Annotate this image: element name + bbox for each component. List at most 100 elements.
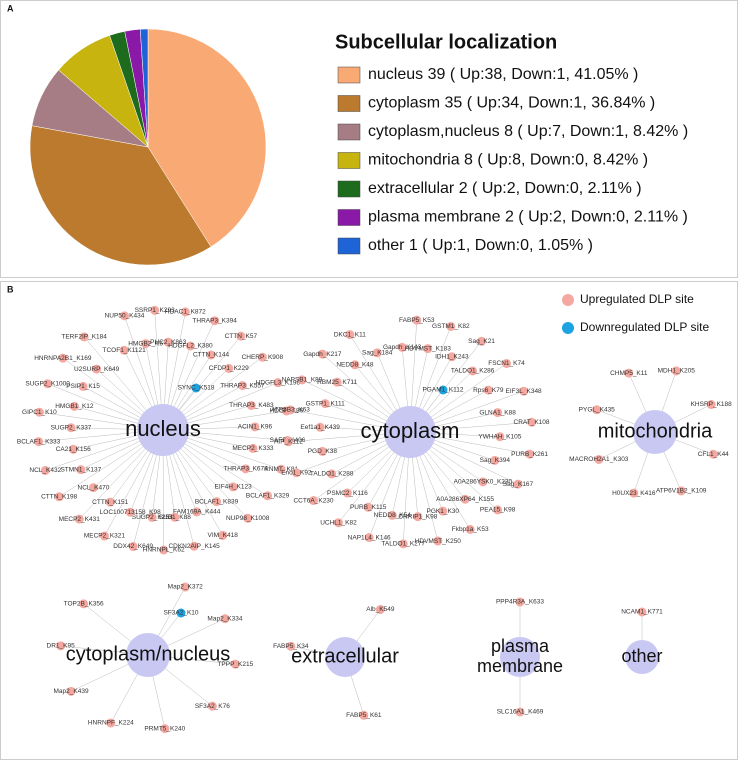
node xyxy=(263,491,273,501)
node xyxy=(706,400,716,410)
node xyxy=(477,336,487,346)
node xyxy=(58,353,68,363)
node xyxy=(119,345,129,355)
node-label: FABP5_K53 xyxy=(399,317,435,324)
node xyxy=(237,381,247,391)
node xyxy=(327,469,337,479)
node xyxy=(412,315,422,325)
node-label: ACIN1_K96 xyxy=(238,424,273,431)
node-label: Eef1a1_K439 xyxy=(300,424,340,431)
node xyxy=(490,455,500,465)
node-label: AIP_K112 xyxy=(274,438,303,445)
node xyxy=(163,337,173,347)
node-label: Sag_K394 xyxy=(480,457,511,464)
hub-label: membrane xyxy=(477,656,563,676)
node xyxy=(285,405,295,415)
legend-label: other 1 ( Up:1, Down:0, 1.05% ) xyxy=(368,237,593,254)
legend-label: cytoplasm,nucleus 8 ( Up:7, Down:1, 8.42… xyxy=(368,123,688,140)
node-label: NAPSB1_K89 xyxy=(282,377,323,384)
node-label: FABP5_K34 xyxy=(273,643,309,650)
node-label: U2SURP_K649 xyxy=(74,366,120,373)
node-label: Map2_K439 xyxy=(54,688,89,695)
node xyxy=(79,599,89,609)
legend-label: Downregulated DLP site xyxy=(580,320,710,334)
node-label: GSTP1_K111 xyxy=(306,400,346,407)
hub xyxy=(126,633,170,677)
node xyxy=(210,316,220,326)
node-label: Rps6_K79 xyxy=(473,387,504,394)
node-label: CHMP5_K11 xyxy=(610,370,648,377)
node xyxy=(105,497,115,507)
node xyxy=(594,454,604,464)
node-label: CNRIP1_K98 xyxy=(398,513,437,520)
node xyxy=(243,513,253,523)
node xyxy=(317,349,327,359)
node xyxy=(147,512,157,522)
node-label: TPPP_K215 xyxy=(217,661,253,668)
legend-label: cytoplasm 35 ( Up:34, Down:1, 36.84% ) xyxy=(368,95,655,112)
node-label: CRAT_K108 xyxy=(514,419,550,426)
node xyxy=(206,350,216,360)
node xyxy=(398,539,408,549)
node xyxy=(320,399,330,409)
node-label: HNRNPL_K62 xyxy=(143,547,185,554)
node-label: A0A286YSK0_K230 xyxy=(454,479,513,486)
node-label: Eno1_K92 xyxy=(281,470,312,477)
node xyxy=(180,582,190,592)
node-label: Sag_K21 xyxy=(468,338,495,345)
legend-label: plasma membrane 2 ( Up:2, Down:0, 2.11% … xyxy=(368,209,688,226)
node-label: CFL1_K44 xyxy=(698,451,729,458)
node-label: TCOF1_K1121 xyxy=(103,347,147,354)
node-label: CTTN_K57 xyxy=(225,333,258,340)
node-label: HDVMST_K183 xyxy=(405,345,452,352)
node-label: HNRNPF_K224 xyxy=(88,720,134,727)
node-label: THRAP3_K557 xyxy=(220,382,265,389)
node xyxy=(359,710,369,720)
node-label: Alb_K549 xyxy=(366,606,395,613)
node-label: SSRP1_K293 xyxy=(135,307,175,314)
node-label: CCT6A_K230 xyxy=(293,497,333,504)
node-label: Gapdh_K217 xyxy=(303,351,342,358)
panel-label: A xyxy=(7,3,14,13)
node-label: THRAP3_K394 xyxy=(192,317,237,324)
node xyxy=(276,464,286,474)
node-label: CA21_K156 xyxy=(56,446,91,453)
node-label: HMGB1_K12 xyxy=(55,403,94,410)
hub-label: nucleus xyxy=(125,416,201,441)
node-label: CFDP1_K229 xyxy=(209,365,249,372)
node xyxy=(433,536,443,546)
legend-label: nucleus 39 ( Up:38, Down:1, 41.05% ) xyxy=(368,66,638,83)
node-label: DR1_K95 xyxy=(47,643,76,650)
node xyxy=(438,385,448,395)
node-label: HNRNPA2B1_K169 xyxy=(34,355,92,362)
legend-dot xyxy=(562,322,574,334)
node xyxy=(501,358,511,368)
node xyxy=(66,423,76,433)
node-label: H0UX23_K416 xyxy=(612,490,656,497)
node-label: EIF3L_K348 xyxy=(506,388,543,395)
node-label: Map2_K334 xyxy=(207,615,242,622)
node xyxy=(345,330,355,340)
node-label: KHSRP_K188 xyxy=(691,401,733,408)
hub-label: cytoplasm xyxy=(360,418,459,443)
node xyxy=(283,437,293,447)
legend-label: extracellular 2 ( Up:2, Down:0, 2.11% ) xyxy=(368,180,642,197)
node-label: FAM169A_K444 xyxy=(173,509,221,516)
node-label: SF3A2_K76 xyxy=(195,703,230,710)
node xyxy=(224,363,234,373)
node-label: SUGP2_K337 xyxy=(51,424,92,431)
node-label: MECP2_K333 xyxy=(232,445,274,452)
hub xyxy=(137,404,189,456)
node-label: THRAP3_K483 xyxy=(229,402,274,409)
node-label: ATP5B3_K63 xyxy=(271,407,310,414)
legend-label: mitochondria 8 ( Up:8, Down:0, 8.42% ) xyxy=(368,152,648,169)
node-label: BCLAF1_K839 xyxy=(195,498,239,505)
node xyxy=(106,718,116,728)
node xyxy=(525,449,535,459)
node-label: VIM_K418 xyxy=(208,532,239,539)
node-label: RBM25_K711 xyxy=(317,379,357,386)
node-label: TERF2IP_K184 xyxy=(61,334,107,341)
node xyxy=(493,505,503,515)
node-label: BCLAF1_K333 xyxy=(17,438,61,445)
